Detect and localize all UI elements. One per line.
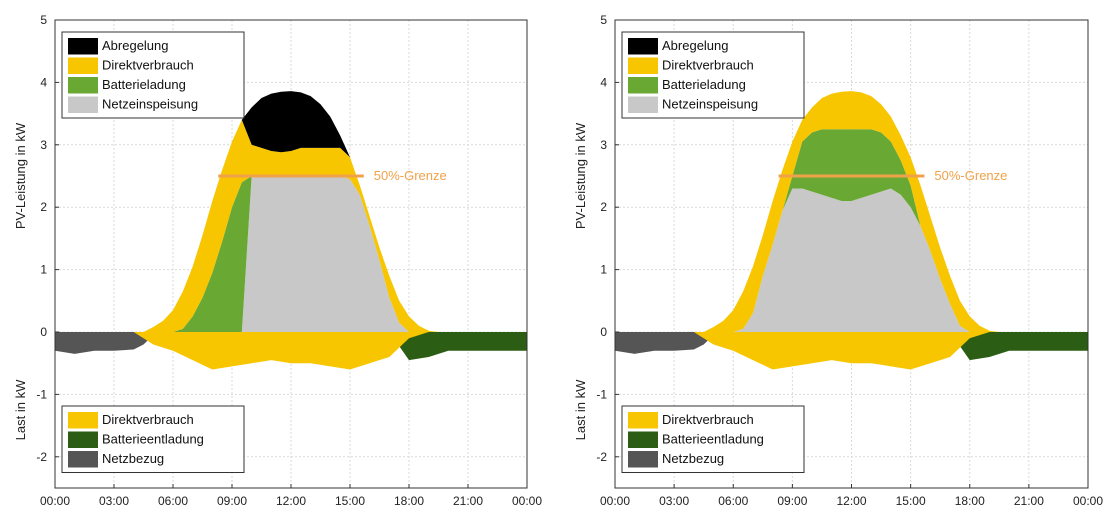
legend-swatch (628, 96, 658, 113)
legend-swatch (628, 451, 658, 468)
area-load-direktverbrauch (55, 332, 527, 370)
legend-label: Netzeinspeisung (662, 97, 758, 112)
area-pv-netzeinspeisung (703, 188, 1000, 332)
area-load-direktverbrauch (615, 332, 1088, 370)
x-tick-label: 12:00 (836, 494, 866, 508)
legend-swatch (68, 431, 98, 448)
legend-label: Netzbezug (662, 451, 724, 466)
legend-swatch (628, 412, 658, 429)
y-tick-label: -2 (596, 450, 607, 464)
x-tick-label: 00:00 (40, 494, 70, 508)
y-axis-label-top: PV-Leistung in kW (13, 122, 28, 229)
legend-swatch (68, 96, 98, 113)
x-tick-label: 12:00 (276, 494, 306, 508)
legend-label: Batterieladung (662, 77, 746, 92)
legend-label: Abregelung (102, 38, 169, 53)
y-axis-label-top: PV-Leistung in kW (573, 122, 588, 229)
y-tick-label: 2 (600, 200, 607, 214)
y-tick-label: 3 (600, 138, 607, 152)
y-axis-label-bottom: Last in kW (13, 379, 28, 440)
y-tick-label: 3 (40, 138, 47, 152)
chart-panel-1: 50%-Grenze 00:00 03:00 06:00 09:00 12:00 15:00… (13, 13, 542, 508)
y-tick-label: 5 (600, 13, 607, 27)
area-pv-direktverbrauch (143, 119, 439, 332)
y-tick-label: 4 (40, 75, 47, 89)
x-tick-label: 18:00 (955, 494, 985, 508)
legend-label: Netzeinspeisung (102, 97, 198, 112)
y-tick-label: 0 (600, 325, 607, 339)
x-tick-label: 00:00 (600, 494, 630, 508)
x-tick-label: 21:00 (1014, 494, 1044, 508)
area-pv-abregelung (143, 91, 439, 332)
legend-bottom: Direktverbrauch Batterieentladung Netzbezu… (621, 405, 805, 473)
area-load-netzbezug (615, 332, 1088, 354)
y-tick-label: -1 (596, 387, 607, 401)
legend-swatch (628, 57, 658, 74)
legend-swatch (68, 57, 98, 74)
area-pv-batterieladung (143, 176, 439, 332)
legend-label: Abregelung (662, 38, 729, 53)
x-tick-label: 15:00 (896, 494, 926, 508)
legend-swatch (628, 431, 658, 448)
x-tick-label: 09:00 (217, 494, 247, 508)
x-tick-label: 18:00 (394, 494, 424, 508)
legend-swatch (68, 77, 98, 94)
limit-label: 50%-Grenze (374, 168, 447, 183)
legend-label: Direktverbrauch (102, 58, 194, 73)
x-tick-label: 00:00 (512, 494, 542, 508)
legend-label: Batterieladung (102, 77, 186, 92)
legend-label: Netzbezug (102, 451, 164, 466)
x-tick-label: 15:00 (335, 494, 365, 508)
chart-panel-2: 50%-Grenze 00:00 03:00 06:00 09:00 12:00 15:00… (573, 13, 1103, 508)
y-tick-label: 2 (40, 200, 47, 214)
x-tick-label: 06:00 (158, 494, 188, 508)
x-tick-label: 06:00 (718, 494, 748, 508)
legend-swatch (68, 412, 98, 429)
y-tick-label: -1 (36, 387, 47, 401)
y-axis-label-bottom: Last in kW (573, 379, 588, 440)
y-tick-label: 1 (40, 263, 47, 277)
legend-label: Direktverbrauch (662, 412, 754, 427)
legend-swatch (68, 38, 98, 55)
legend-label: Batterieentladung (662, 432, 764, 447)
y-tick-label: 0 (40, 325, 47, 339)
legend-label: Direktverbrauch (102, 412, 194, 427)
limit-label: 50%-Grenze (934, 168, 1007, 183)
y-tick-label: 1 (600, 263, 607, 277)
x-tick-label: 09:00 (777, 494, 807, 508)
x-tick-label: 03:00 (659, 494, 689, 508)
x-tick-label: 03:00 (99, 494, 129, 508)
legend-swatch (68, 451, 98, 468)
legend-label: Direktverbrauch (662, 58, 754, 73)
y-tick-label: 5 (40, 13, 47, 27)
legend-top: Abregelung Direktverbrauch Batterieladung N… (621, 31, 805, 119)
y-tick-label: 4 (600, 75, 607, 89)
area-load-netzbezug (55, 332, 527, 354)
area-pv-netzeinspeisung (143, 176, 439, 332)
legend-label: Batterieentladung (102, 432, 204, 447)
area-pv-batterieladung (703, 129, 1000, 332)
y-tick-label: -2 (36, 450, 47, 464)
area-load-batterieentladung (55, 332, 527, 361)
x-tick-label: 00:00 (1073, 494, 1103, 508)
legend-swatch (628, 38, 658, 55)
area-load-batterieentladung (615, 332, 1088, 361)
legend-swatch (628, 77, 658, 94)
x-tick-label: 21:00 (453, 494, 483, 508)
legend-top: Abregelung Direktverbrauch Batterieladung N… (61, 31, 245, 119)
legend-bottom: Direktverbrauch Batterieentladung Netzbezu… (61, 405, 245, 473)
